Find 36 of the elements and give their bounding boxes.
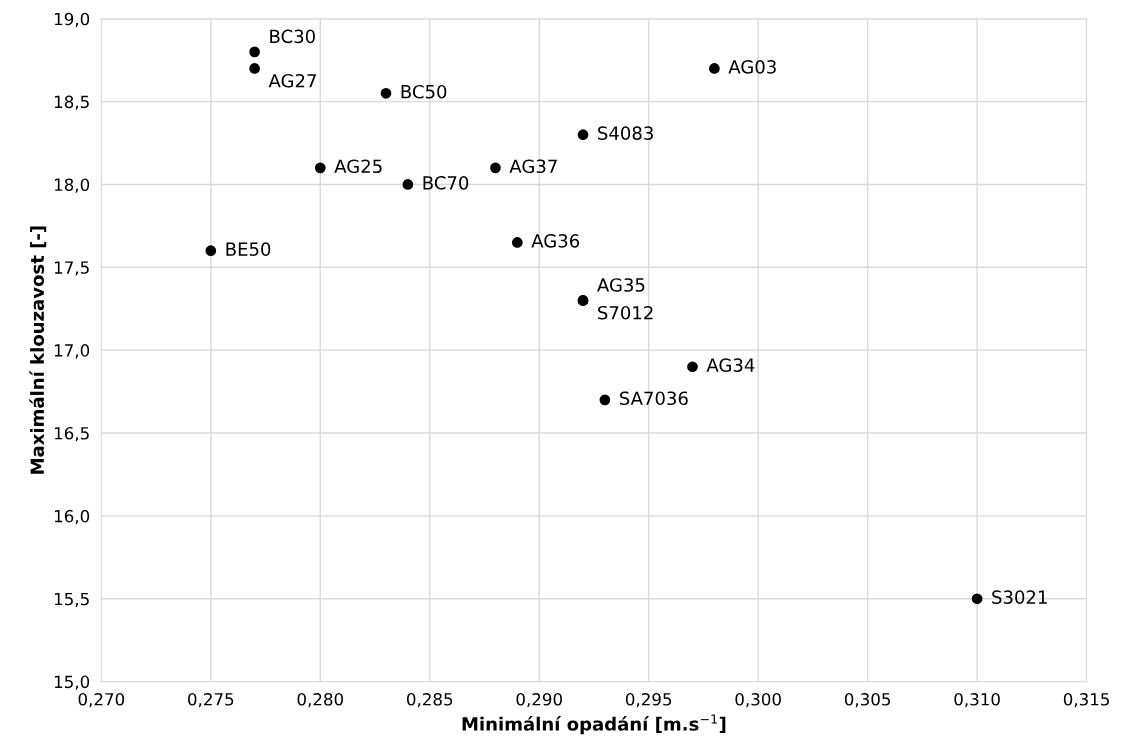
annotation: BC50 <box>401 84 447 99</box>
annotation: AG27 <box>268 73 316 88</box>
annotation: AG34 <box>706 358 755 372</box>
annotation: SA7036 <box>619 391 688 406</box>
y-tick-label: 18,5 <box>54 95 89 110</box>
x-tick-label: 0,315 <box>1063 693 1109 708</box>
y-tick-label: 16,5 <box>54 426 89 442</box>
y-tick-label: 18,0 <box>54 178 90 193</box>
x-tick-label: 0,295 <box>625 693 672 708</box>
x-tick-label: 0,310 <box>954 693 1000 708</box>
annotation: S3021 <box>992 590 1047 604</box>
x-tick-label: 0,300 <box>735 693 781 708</box>
y-tick-label: 16,0 <box>54 509 90 525</box>
annotation: BE50 <box>226 242 271 256</box>
annotation: AG36 <box>531 234 580 248</box>
annotation: AG03 <box>728 60 776 74</box>
y-tick-label: 15,5 <box>54 592 89 607</box>
annotation: BC70 <box>423 176 469 190</box>
annotation: S7012 <box>598 305 653 320</box>
x-tick-label: 0,285 <box>407 693 453 708</box>
y-tick-label: 19,0 <box>54 12 90 27</box>
annotation: AG35 <box>597 278 645 292</box>
x-tick-label: 0,305 <box>844 693 891 708</box>
x-tick-label: 0,270 <box>78 693 125 708</box>
y-tick-label: 15,0 <box>54 675 90 690</box>
y-tick-label: 17,0 <box>54 344 90 359</box>
x-axis-title: Minimální opadání [m.s$^{−1}$] <box>462 714 726 735</box>
annotation: BC30 <box>270 29 315 44</box>
annotation: S4083 <box>598 126 653 140</box>
annotation: AG25 <box>334 159 382 174</box>
x-tick-label: 0,280 <box>297 693 344 708</box>
x-tick-label: 0,275 <box>188 693 234 708</box>
annotation: AG37 <box>509 159 557 174</box>
y-tick-label: 17,5 <box>54 261 89 276</box>
y-axis-title: Maximální klouzavost [-] <box>29 226 47 474</box>
x-tick-label: 0,290 <box>516 693 562 708</box>
